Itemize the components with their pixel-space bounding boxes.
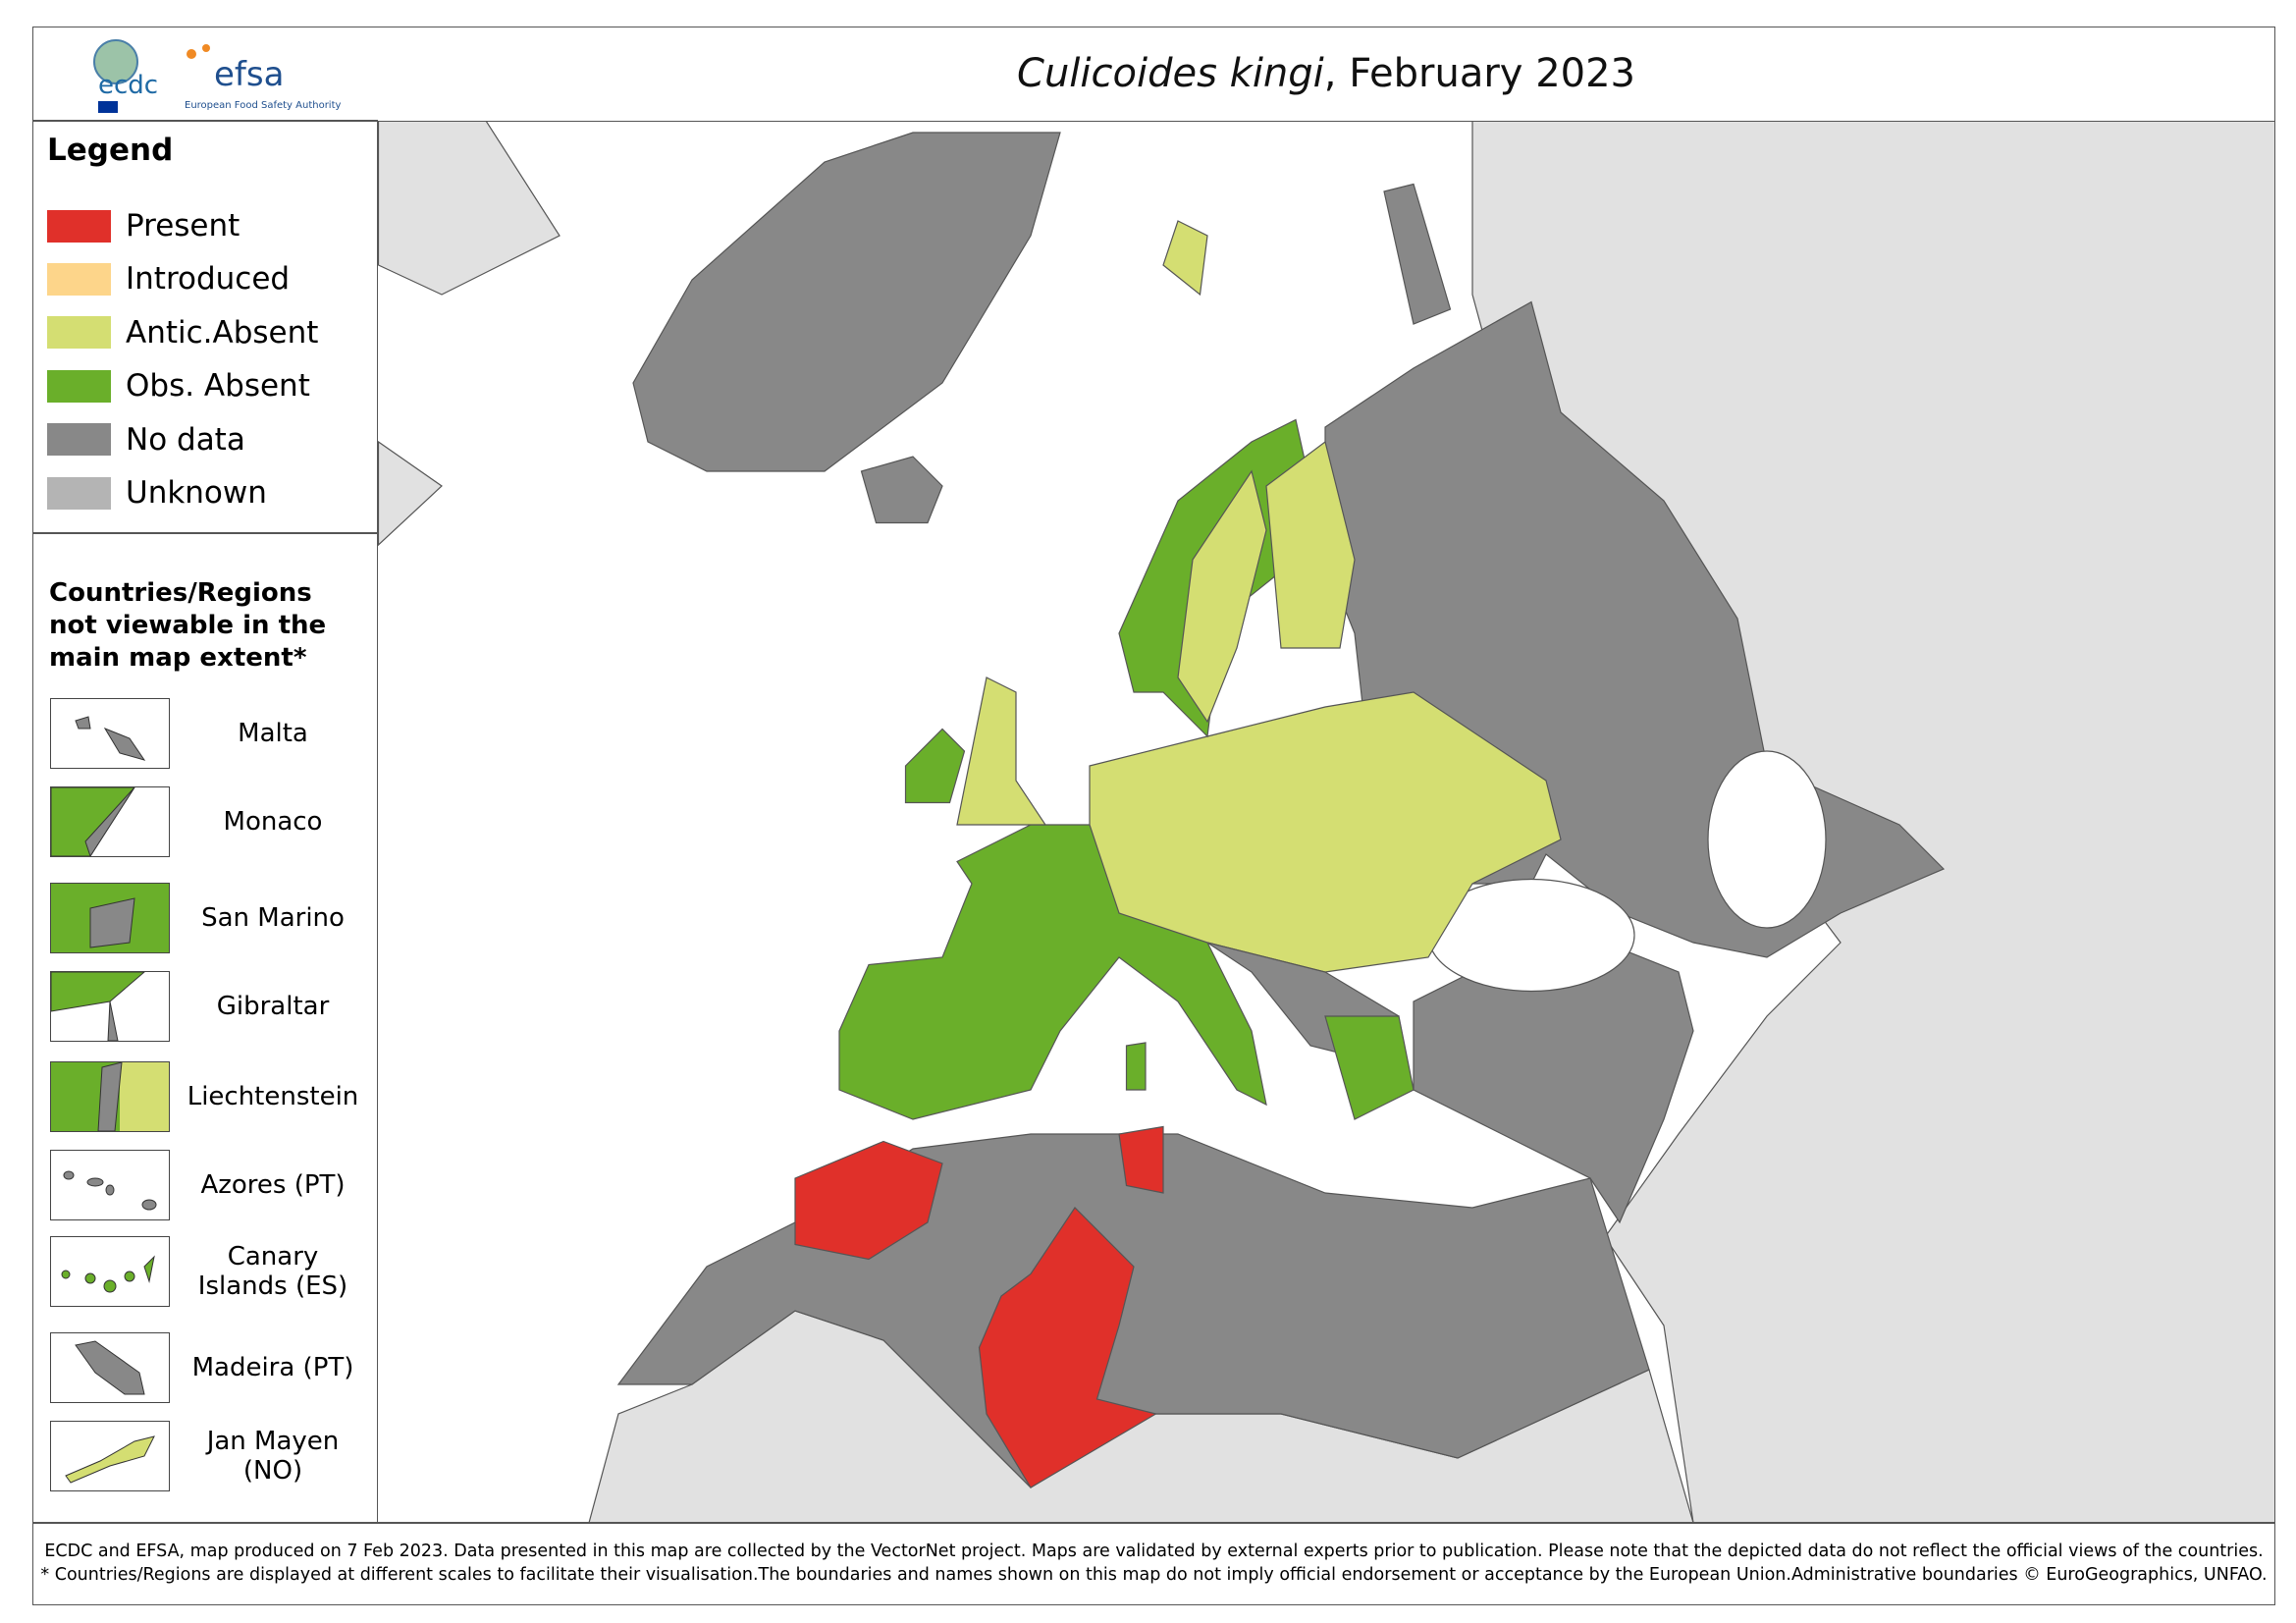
- eu-flag: [98, 101, 118, 113]
- legend-swatch: [47, 316, 111, 350]
- inset: Liechtenstein: [50, 1060, 374, 1133]
- ecdc-globe: [93, 39, 138, 84]
- inset-map: [50, 1150, 170, 1220]
- ecdc-text: ecdc: [98, 71, 158, 100]
- legend-label: Introduced: [126, 261, 291, 298]
- title-species: Culicoides kingi: [1017, 51, 1324, 96]
- efsa-subtitle: European Food Safety Authority: [185, 100, 342, 111]
- inset-label: Gibraltar: [216, 992, 330, 1021]
- legend-label: Present: [126, 208, 240, 243]
- inset-map: [50, 698, 170, 769]
- inset: Madeira (PT): [50, 1331, 374, 1404]
- inset-label: Azores (PT): [200, 1170, 346, 1200]
- inset-map: [50, 971, 170, 1042]
- efsa-star: [187, 49, 196, 59]
- logos: ecdc efsa European Food Safety Authority: [93, 39, 342, 113]
- inset-map: [50, 883, 170, 953]
- legend-item: Present: [47, 206, 240, 245]
- legend-item: Introduced: [47, 259, 290, 298]
- inset: Canary Islands (ES): [50, 1235, 374, 1308]
- legend-swatch: [47, 262, 111, 296]
- legend-swatch: [47, 209, 111, 243]
- title-date: , February 2023: [1323, 51, 1635, 96]
- inset-label: Canary Islands (ES): [197, 1242, 348, 1301]
- inset-title: Countries/Regions not viewable in the ma…: [49, 578, 327, 673]
- title: Culicoides kingi, February 2023: [377, 27, 2275, 121]
- legend-item: Antic.Absent: [47, 313, 318, 352]
- legend-label: Unknown: [126, 475, 267, 511]
- legend-title: Legend: [47, 133, 174, 168]
- inset-label: Malta: [238, 719, 308, 748]
- inset-map: [50, 1061, 170, 1132]
- inset-label: San Marino: [201, 903, 345, 933]
- footer-line: ECDC and EFSA, map produced on 7 Feb 202…: [44, 1542, 2264, 1561]
- inset: Monaco: [50, 785, 374, 858]
- inset-label: Madeira (PT): [191, 1353, 354, 1382]
- map: [378, 122, 2274, 1522]
- divider: [32, 532, 378, 534]
- inset: Jan Mayen (NO): [50, 1420, 374, 1492]
- legend-swatch: [47, 369, 111, 403]
- inset-label: Liechtenstein: [187, 1082, 359, 1111]
- legend-item: No data: [47, 420, 245, 460]
- efsa-star: [202, 44, 210, 52]
- footer-divider: [32, 1522, 2275, 1524]
- inset: Malta: [50, 697, 374, 770]
- header-frame: [32, 27, 2275, 122]
- footer-line: * Countries/Regions are displayed at dif…: [40, 1565, 2268, 1585]
- legend-swatch: [47, 423, 111, 457]
- inset-map: [50, 786, 170, 857]
- inset-map: [50, 1332, 170, 1403]
- inset-map: [50, 1236, 170, 1307]
- legend-label: Obs. Absent: [126, 368, 310, 405]
- inset: San Marino: [50, 882, 374, 954]
- inset: Azores (PT): [50, 1149, 374, 1221]
- legend-label: No data: [126, 421, 245, 458]
- efsa-text: efsa: [214, 55, 284, 94]
- legend-item: Unknown: [47, 473, 267, 513]
- inset-label: Jan Mayen (NO): [206, 1427, 340, 1486]
- inset-label: Monaco: [223, 807, 323, 837]
- legend-swatch: [47, 476, 111, 510]
- legend-label: Antic.Absent: [126, 314, 319, 351]
- inset: Gibraltar: [50, 970, 374, 1043]
- legend-item: Obs. Absent: [47, 366, 310, 406]
- inset-map: [50, 1421, 170, 1491]
